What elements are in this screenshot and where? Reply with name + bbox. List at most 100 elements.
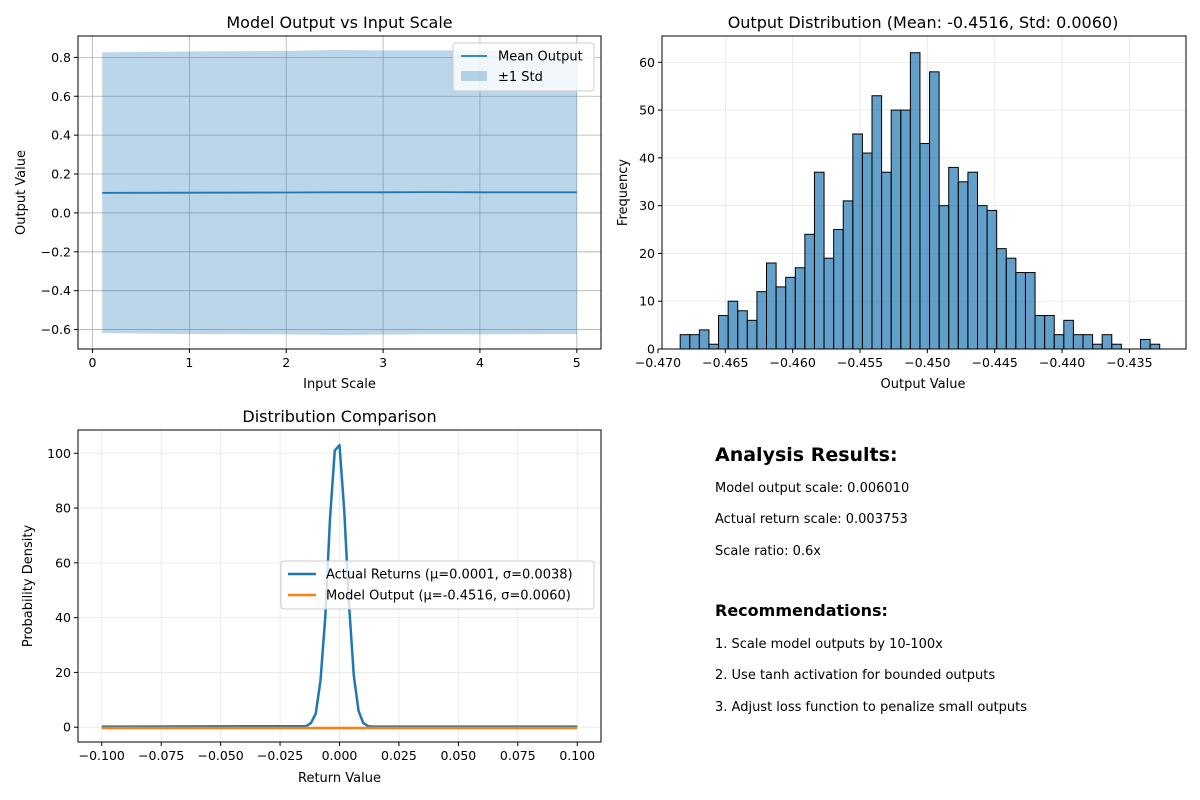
histogram-bar bbox=[679, 334, 691, 350]
x-tick-label: 1 bbox=[185, 355, 193, 370]
mean-output-line bbox=[102, 191, 577, 194]
x-axis-label: Return Value bbox=[298, 771, 381, 786]
x-tick-label: −0.025 bbox=[257, 748, 303, 763]
chart-output-vs-scale: 0 1 2 3 4 5 −0.6 −0.4 −0.2 0.0 0.2 0.4 0.6 0.8 Model … bbox=[14, 13, 602, 392]
x-axis-label: Output Value bbox=[881, 377, 966, 392]
x-tick-label: −0.445 bbox=[972, 355, 1018, 370]
x-tick-label: 2 bbox=[282, 355, 290, 370]
actual-returns-line bbox=[101, 443, 578, 728]
histogram-bar bbox=[804, 233, 815, 350]
histogram-bar bbox=[938, 205, 950, 350]
x-tick-label: −0.435 bbox=[1106, 355, 1152, 370]
histogram-bar bbox=[852, 133, 863, 350]
y-tick-label: 20 bbox=[639, 246, 655, 261]
x-tick-label: −0.470 bbox=[635, 355, 681, 370]
y-axis-label: Output Value bbox=[14, 150, 29, 235]
histogram-bar bbox=[794, 267, 806, 350]
y-tick-label: −0.2 bbox=[41, 244, 71, 259]
x-tick-label: 0 bbox=[89, 355, 97, 370]
histogram-bar bbox=[1092, 343, 1103, 350]
x-tick-label: −0.100 bbox=[79, 748, 125, 763]
axes-frame bbox=[77, 35, 602, 350]
x-tick-label: −0.450 bbox=[904, 355, 950, 370]
legend-entry: Model Output (μ=-0.4516, σ=0.0060) bbox=[326, 589, 571, 604]
y-tick-label: 50 bbox=[639, 103, 655, 118]
y-tick-label: 60 bbox=[55, 555, 71, 570]
chart-title: Model Output vs Input Scale bbox=[226, 13, 452, 32]
histogram-bar bbox=[1111, 343, 1122, 350]
histogram-bar bbox=[842, 200, 854, 350]
chart-title: Distribution Comparison bbox=[242, 407, 436, 426]
axes-frame bbox=[661, 35, 1187, 350]
y-tick-label: 0.4 bbox=[51, 128, 71, 143]
y-tick-label: 0.0 bbox=[51, 205, 71, 220]
histogram-bar bbox=[1034, 315, 1046, 350]
histogram-bar bbox=[881, 171, 892, 350]
x-tick-label: 4 bbox=[476, 355, 484, 370]
histogram-bar bbox=[861, 152, 873, 350]
x-tick-label: 0.000 bbox=[322, 748, 358, 763]
histogram-bar bbox=[766, 262, 777, 350]
recommendation-item: 2. Use tanh activation for bounded outpu… bbox=[715, 668, 995, 683]
histogram-bar bbox=[1044, 315, 1055, 350]
x-tick-label: 3 bbox=[379, 355, 387, 370]
histogram-bar bbox=[823, 257, 835, 350]
x-tick-label: 0.025 bbox=[381, 748, 417, 763]
y-tick-label: 60 bbox=[639, 55, 655, 70]
x-tick-label: −0.465 bbox=[702, 355, 748, 370]
y-tick-label: −0.6 bbox=[41, 322, 71, 337]
y-tick-label: 0 bbox=[647, 342, 655, 357]
recommendation-item: 3. Adjust loss function to penalize smal… bbox=[715, 700, 1027, 715]
histogram-bar bbox=[919, 143, 931, 350]
x-tick-label: 0.050 bbox=[440, 748, 476, 763]
x-tick-label: 0.100 bbox=[559, 748, 595, 763]
histogram-bar bbox=[785, 276, 796, 350]
x-tick-label: −0.460 bbox=[770, 355, 816, 370]
histogram-bar bbox=[708, 343, 720, 350]
chart-title: Output Distribution (Mean: -0.4516, Std:… bbox=[728, 13, 1119, 32]
legend: Actual Returns (μ=0.0001, σ=0.0038) Mode… bbox=[280, 560, 595, 610]
histogram-bar bbox=[1140, 338, 1151, 350]
y-tick-label: 20 bbox=[55, 665, 71, 680]
y-tick-label: 40 bbox=[55, 610, 71, 625]
histogram-bar bbox=[1053, 334, 1065, 350]
y-tick-label: 30 bbox=[639, 198, 655, 213]
y-tick-label: 80 bbox=[55, 501, 71, 516]
y-tick-label: 0.6 bbox=[51, 89, 71, 104]
histogram-bar bbox=[1072, 334, 1084, 350]
x-axis-label: Input Scale bbox=[303, 377, 376, 392]
y-axis-label: Frequency bbox=[616, 159, 631, 226]
x-tick-label: 0.075 bbox=[500, 748, 536, 763]
analysis-text-panel: Analysis Results: Model output scale: 0.… bbox=[715, 444, 1027, 715]
histogram-bar bbox=[929, 71, 940, 350]
y-tick-label: 0 bbox=[63, 720, 71, 735]
histogram-bar bbox=[1015, 272, 1026, 350]
histogram-bar bbox=[900, 109, 911, 350]
y-tick-label: 40 bbox=[639, 150, 655, 165]
histogram-bar bbox=[967, 171, 979, 350]
x-tick-label: −0.075 bbox=[138, 748, 184, 763]
analysis-heading: Analysis Results: bbox=[715, 444, 898, 466]
histogram-bar bbox=[986, 209, 998, 350]
histogram-bar bbox=[1149, 343, 1161, 350]
y-tick-label: 0.2 bbox=[51, 167, 71, 182]
histogram-bar bbox=[727, 300, 739, 350]
histogram-bar bbox=[957, 181, 969, 350]
x-tick-label: −0.440 bbox=[1039, 355, 1085, 370]
y-axis-label: Probability Density bbox=[21, 525, 36, 648]
histogram-bar bbox=[890, 109, 902, 350]
chart-output-histogram: −0.470 −0.465 −0.460 −0.455 −0.450 −0.445 −0.4… bbox=[616, 13, 1187, 392]
histogram-bar bbox=[756, 291, 768, 350]
histogram-bar bbox=[813, 171, 825, 350]
analysis-line: Scale ratio: 0.6x bbox=[715, 544, 821, 559]
histogram-bar bbox=[1082, 334, 1094, 350]
histogram-bar bbox=[1005, 257, 1017, 350]
histogram-bar bbox=[871, 95, 883, 350]
histogram-bar bbox=[996, 248, 1007, 350]
recommendations-heading: Recommendations: bbox=[715, 601, 888, 620]
x-tick-label: −0.050 bbox=[198, 748, 244, 763]
x-tick-label: −0.455 bbox=[837, 355, 883, 370]
histogram-bar bbox=[948, 166, 959, 350]
histogram-bar bbox=[737, 310, 748, 350]
